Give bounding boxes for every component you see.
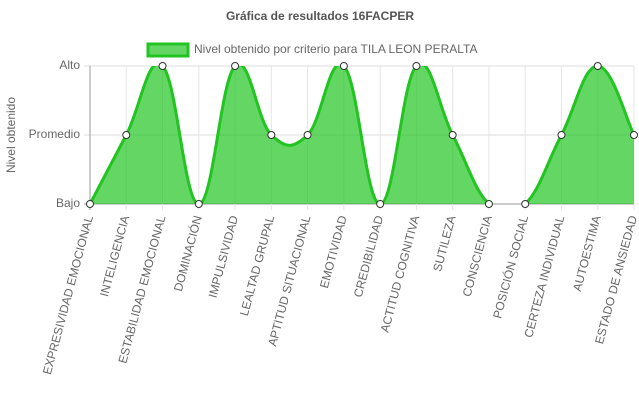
chart-title: Gráfica de resultados 16FACPER — [226, 9, 414, 23]
x-tick-label: POSICIÓN SOCIAL — [489, 213, 531, 320]
x-tick-label: AUTOESTIMA — [570, 214, 604, 293]
x-tick-label: INTELIGENCIA — [97, 214, 132, 298]
point — [194, 200, 203, 208]
x-tick-label: LEALTAD GRUPAL — [237, 214, 277, 318]
y-tick-label: Promedio — [29, 127, 81, 141]
point — [122, 131, 131, 139]
point — [376, 200, 385, 208]
x-tick-label: SUTILEZA — [430, 214, 458, 273]
plot-area — [90, 66, 634, 204]
y-axis-title: Nivel obtenido — [4, 97, 18, 173]
point — [557, 131, 566, 139]
point — [521, 200, 530, 208]
point — [231, 62, 240, 70]
point — [267, 131, 276, 139]
x-tick-label: CREDIBILIDAD — [351, 214, 386, 299]
y-tick-label: Bajo — [56, 196, 80, 210]
point — [339, 62, 348, 70]
point — [412, 62, 421, 70]
point — [630, 131, 638, 139]
x-tick-label: EMOTIVIDAD — [317, 214, 350, 290]
point — [484, 200, 493, 208]
x-tick-label: DOMINACIÓN — [170, 214, 205, 293]
legend-swatch — [146, 42, 190, 58]
x-tick-label: EXPRESIVIDAD EMOCIONAL — [40, 214, 96, 376]
line — [90, 66, 634, 204]
point — [158, 62, 167, 70]
x-tick-label: ACTITUD COGNITIVA — [378, 214, 423, 334]
y-tick-label: Alto — [59, 58, 80, 72]
legend-label: Nivel obtenido por criterio para TILA LE… — [194, 42, 477, 56]
point — [593, 62, 602, 70]
point — [448, 131, 457, 139]
area — [90, 66, 634, 204]
x-tick-label: CERTEZA INDIVIDUAL — [521, 214, 567, 339]
point — [86, 200, 94, 208]
x-tick-label: IMPULSIVIDAD — [206, 214, 242, 300]
x-tick-label: CONSCIENCIA — [460, 214, 495, 298]
point — [303, 131, 312, 139]
